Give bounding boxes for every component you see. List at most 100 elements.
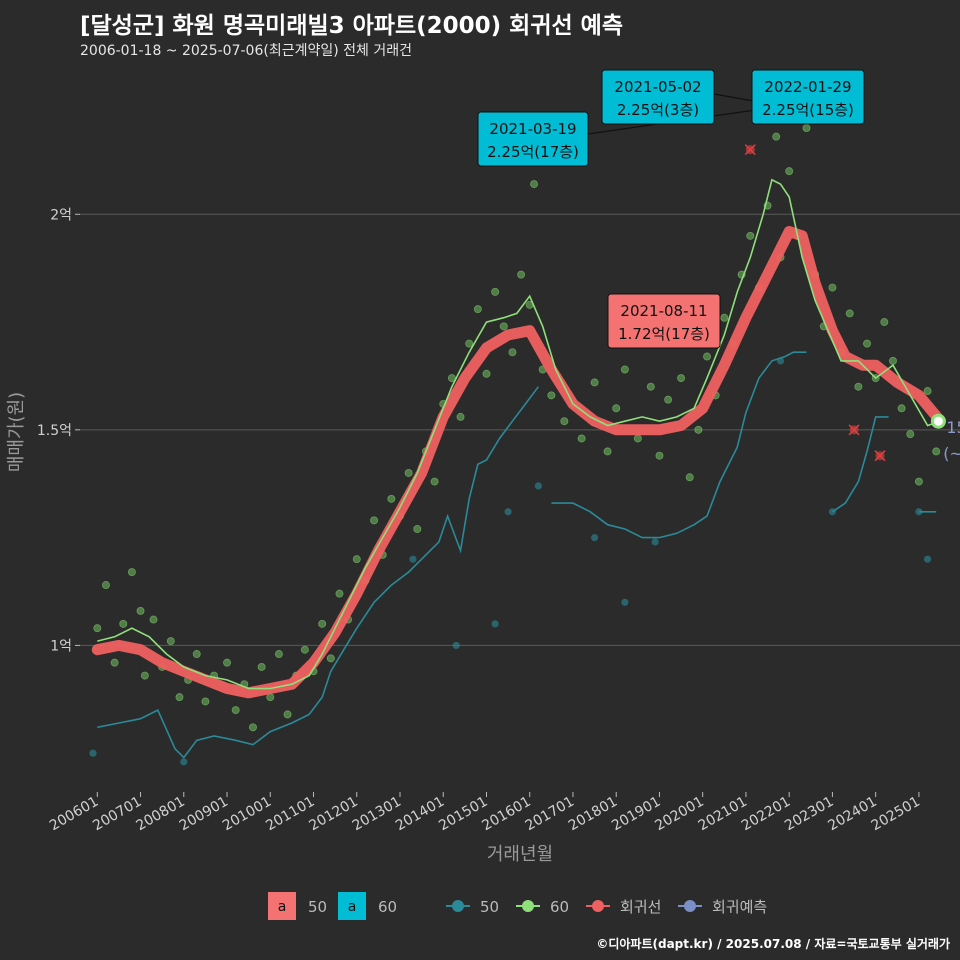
scatter-point-50 xyxy=(491,620,499,628)
series-line-60 xyxy=(97,178,941,690)
legend-dot xyxy=(684,900,696,912)
x-tick-label: 201101 xyxy=(263,794,317,835)
scatter-point-60 xyxy=(283,710,292,719)
annotation-date: 2021-08-11 xyxy=(620,302,707,320)
x-tick-label: 201701 xyxy=(523,794,577,835)
y-tick-label: 1.5억 xyxy=(37,423,72,439)
legend-fill-item: a 60 xyxy=(338,892,397,920)
scatter-point-60 xyxy=(612,404,621,413)
scatter-point-60 xyxy=(620,365,629,374)
scatter-point-60 xyxy=(845,309,854,318)
scatter-point-60 xyxy=(655,451,664,460)
chart-subtitle: 2006-01-18 ~ 2025-07-06(최근계약일) 전체 거래건 xyxy=(80,43,412,59)
scatter-point-60 xyxy=(335,589,344,598)
annotation-box xyxy=(477,111,589,167)
scatter-point-60 xyxy=(590,378,599,387)
x-tick-label: 201501 xyxy=(436,794,490,835)
scatter-point-60 xyxy=(352,555,361,564)
x-tick-label: 202401 xyxy=(825,794,879,835)
scatter-point-60 xyxy=(746,231,755,240)
scatter-point-60 xyxy=(482,369,491,378)
scatter-point-60 xyxy=(223,658,232,667)
scatter-point-60 xyxy=(703,352,712,361)
scatter-point-60 xyxy=(140,671,149,680)
chart-footer: ©디아파트(dapt.kr) / 2025.07.08 / 자료=국토교통부 실… xyxy=(596,937,950,951)
scatter-point-60 xyxy=(101,581,110,590)
annotation-date: 2021-05-02 xyxy=(614,78,701,96)
scatter-point-60 xyxy=(914,477,923,486)
scatter-point-50 xyxy=(504,508,512,516)
scatter-point-60 xyxy=(499,322,508,331)
annotation-label: 2022-01-29 2.25억(15층) xyxy=(751,69,865,125)
scatter-point-60 xyxy=(110,658,119,667)
latest-price-label: 15,212 xyxy=(946,418,960,437)
x-tick-label: 202001 xyxy=(652,794,706,835)
outlier-marker xyxy=(744,144,756,156)
annotation-value: 1.72억(17층) xyxy=(618,325,710,343)
legend-line-item: 회귀예측 xyxy=(678,898,767,916)
scatter-point-60 xyxy=(387,494,396,503)
x-tick-label: 201201 xyxy=(306,794,360,835)
latest-point xyxy=(930,413,946,429)
x-tick-label: 202301 xyxy=(782,794,836,835)
scatter-point-60 xyxy=(413,525,422,534)
scatter-point-50 xyxy=(534,482,542,490)
series-line-50 xyxy=(831,416,889,513)
scatter-point-60 xyxy=(326,654,335,663)
annotation-value: 2.25억(17층) xyxy=(487,143,579,161)
annotation-label: 2021-03-19 2.25억(17층) xyxy=(477,108,760,167)
scatter-point-60 xyxy=(677,374,686,383)
scatter-point-50 xyxy=(452,641,460,650)
scatter-point-60 xyxy=(802,124,811,133)
x-tick-label: 201601 xyxy=(479,794,533,835)
scatter-point-60 xyxy=(863,339,872,348)
legend-label: 회귀예측 xyxy=(712,898,767,916)
legend-line-item: 50 xyxy=(446,898,499,916)
y-tick-label: 2억 xyxy=(50,207,72,223)
legend-label: 60 xyxy=(378,898,397,916)
scatter-point-60 xyxy=(266,693,275,702)
annotation-label: 2021-05-02 2.25억(3층) xyxy=(601,69,761,125)
scatter-point-50 xyxy=(590,534,599,542)
scatter-point-60 xyxy=(720,313,729,322)
scatter-point-60 xyxy=(633,434,642,443)
outlier-cross xyxy=(744,144,756,156)
legend-key: a xyxy=(348,899,357,915)
x-tick-label: 200901 xyxy=(177,794,231,835)
scatter-point-50 xyxy=(180,758,188,766)
scatter-point-60 xyxy=(897,404,906,413)
series-line-50 xyxy=(551,351,807,539)
scatter-point-60 xyxy=(248,723,257,732)
legend-label: 회귀선 xyxy=(620,898,661,916)
y-axis-title: 매매가(원) xyxy=(6,392,27,472)
scatter-point-60 xyxy=(175,693,184,702)
scatter-point-60 xyxy=(923,387,932,396)
scatter-point-60 xyxy=(530,180,539,189)
scatter-point-60 xyxy=(231,706,240,715)
outlier-cross xyxy=(848,424,860,436)
scatter-point-60 xyxy=(547,391,556,400)
x-tick-label: 201001 xyxy=(220,794,274,835)
scatter-point-60 xyxy=(880,318,889,327)
x-tick-label: 200601 xyxy=(47,794,101,835)
scatter-point-60 xyxy=(932,447,941,456)
annotation-date: 2022-01-29 xyxy=(764,78,851,96)
scatter-point-60 xyxy=(491,287,500,296)
scatter-point-60 xyxy=(274,650,283,659)
scatter-point-60 xyxy=(685,473,694,482)
scatter-point-60 xyxy=(192,650,201,659)
legend-line-item: 60 xyxy=(516,898,569,916)
outlier-marker xyxy=(848,424,860,436)
scatter-point-60 xyxy=(119,619,128,628)
annotation-value: 2.25억(15층) xyxy=(762,101,854,119)
legend-swatch xyxy=(268,892,296,920)
scatter-point-60 xyxy=(257,662,266,671)
legend-layer: a 50 a 60 50 60 회귀선 회귀예측 xyxy=(268,892,767,920)
scatter-point-60 xyxy=(136,606,145,615)
annotation-box xyxy=(601,69,715,125)
scatter-point-60 xyxy=(854,382,863,391)
chart-title: [달성군] 화원 명곡미래빌3 아파트(2000) 회귀선 예측 xyxy=(80,13,623,39)
scatter-point-50 xyxy=(651,538,659,546)
grid-layer xyxy=(80,213,960,646)
x-axis-title: 거래년월 xyxy=(487,844,553,865)
